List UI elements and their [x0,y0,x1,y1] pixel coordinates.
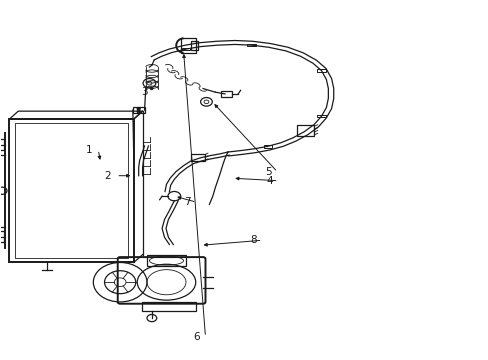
Bar [221,91,231,97]
Bar [247,44,256,46]
Text: 7: 7 [184,197,191,207]
Text: 2: 2 [104,171,110,181]
Bar [191,154,204,161]
Text: 4: 4 [266,176,272,186]
Bar [181,39,195,53]
Text: 8: 8 [250,235,257,245]
Bar [147,255,185,266]
Circle shape [137,108,140,110]
Bar [142,302,195,311]
Bar [133,107,144,113]
Circle shape [137,111,140,113]
Text: 3: 3 [141,87,147,97]
Bar [263,145,272,148]
Bar [317,69,325,72]
Bar [0,139,3,150]
Bar [190,41,198,50]
Text: 6: 6 [193,332,200,342]
Bar [317,115,325,117]
Text: 1: 1 [86,144,92,154]
Text: 5: 5 [265,167,271,177]
Bar [181,48,190,50]
Bar [296,125,314,136]
Bar [0,231,3,242]
